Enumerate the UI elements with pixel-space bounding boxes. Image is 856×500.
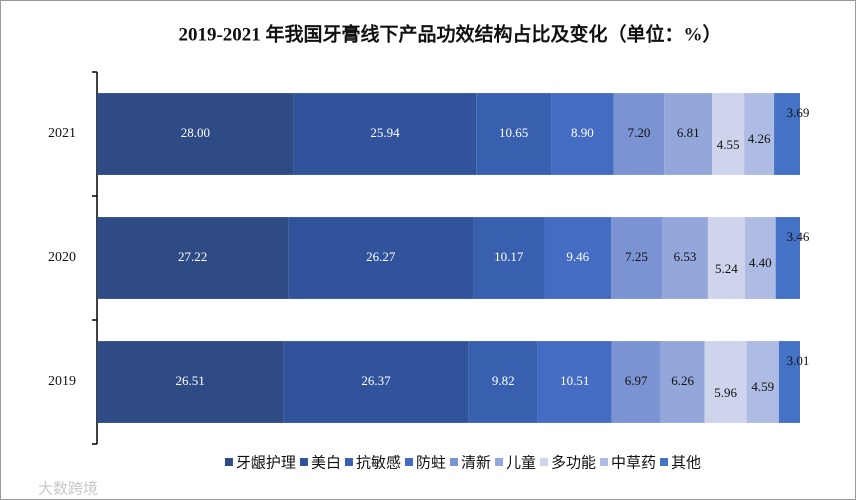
bar-segment [283,341,469,423]
bar-segment [97,93,294,175]
legend-swatch [344,458,353,466]
legend-label: 中草药 [611,454,656,472]
bar-segment [97,341,284,423]
legend-swatch [299,458,308,466]
bar-segment [544,217,612,299]
data-label: 27.22 [178,249,207,264]
bar-segment [551,93,614,175]
data-label: 26.37 [361,373,391,388]
legend-label: 牙龈护理 [236,454,296,472]
bar-segment [476,93,552,175]
bar-segment [473,217,545,299]
bar-segment [613,93,665,175]
bar-segment [746,341,779,423]
bar-segment [537,341,612,423]
data-label: 26.51 [176,373,205,388]
legend-swatch [495,458,504,466]
bar-segment [293,93,477,175]
data-label: 9.46 [566,249,589,264]
y-tick-label: 2021 [48,126,76,141]
data-label: 10.65 [499,125,528,140]
watermark: 大数跨境 [38,480,98,498]
data-label: 9.82 [492,373,515,388]
legend-swatch [660,458,669,466]
data-label: 7.20 [628,125,651,140]
legend-swatch [224,458,233,466]
legend-label: 美白 [311,454,341,472]
data-label: 4.40 [749,255,772,270]
chart-title: 2019-2021 年我国牙膏线下产品功效结构占比及变化（单位：%） [178,22,721,45]
legend-swatch [404,458,413,466]
legend-label: 其他 [671,454,701,472]
bar-segment [707,217,745,299]
legend-label: 儿童 [506,454,536,472]
bar-segment [775,217,800,299]
data-label: 10.51 [560,373,589,388]
legend-swatch [600,458,609,466]
y-tick-label: 2019 [48,374,76,389]
legend-swatch [540,458,549,466]
bar-segment [774,93,800,175]
data-label: 6.97 [625,373,648,388]
data-label: 4.59 [751,379,774,394]
data-label: 26.27 [366,249,396,264]
bar-segment [288,217,474,299]
data-label: 6.81 [677,125,700,140]
bar-segment [704,341,747,423]
data-label: 10.17 [494,249,524,264]
data-label: 5.24 [715,261,738,276]
bar-segment [611,341,661,423]
legend-label: 抗敏感 [356,454,401,472]
y-tick-label: 2020 [48,250,76,265]
bar-segment [664,93,713,175]
bar-segment [660,341,705,423]
data-label: 3.46 [787,229,810,244]
bar-segment [744,217,776,299]
data-label: 6.53 [674,249,697,264]
bar-segment [468,341,538,423]
legend-label: 防蛀 [416,454,446,472]
data-label: 3.01 [787,353,810,368]
legend-label: 多功能 [551,454,596,472]
data-label: 7.25 [625,249,648,264]
bar-segment [611,217,663,299]
data-label: 4.26 [748,131,771,146]
data-label: 3.69 [787,105,810,120]
bar-segment [778,341,800,423]
data-label: 6.26 [671,373,694,388]
data-label: 25.94 [370,125,400,140]
bar-segment [712,93,745,175]
bar-segment [744,93,775,175]
bar-segment [97,217,289,299]
data-label: 8.90 [571,125,594,140]
legend-swatch [449,458,458,466]
data-label: 5.96 [714,385,737,400]
legend-label: 清新 [461,454,491,472]
data-label: 4.55 [717,137,740,152]
bar-segment [662,217,708,299]
data-label: 28.00 [181,125,210,140]
